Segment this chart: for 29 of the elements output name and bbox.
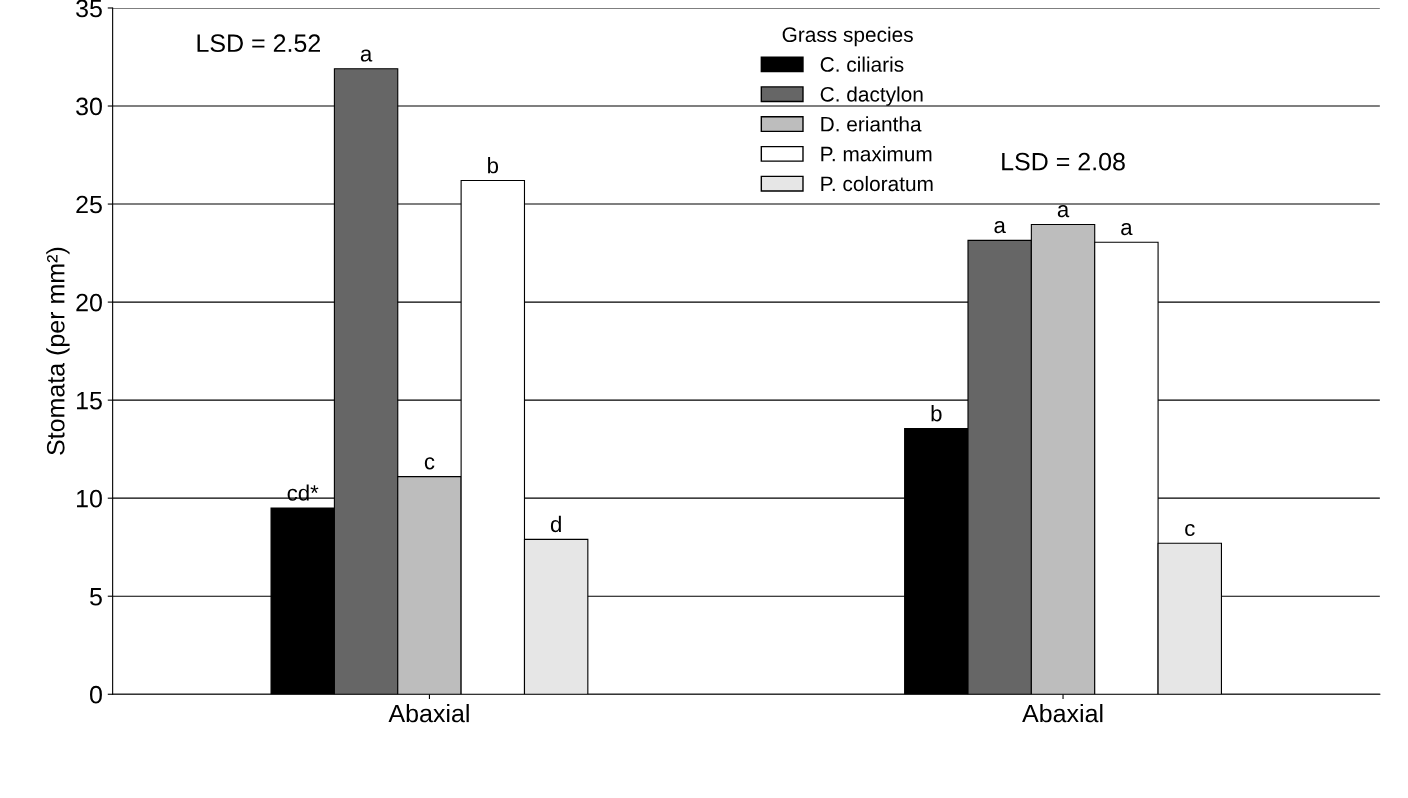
legend-title: Grass species: [782, 26, 913, 47]
annotation: LSD = 2.52: [197, 34, 321, 53]
data-label: a: [994, 220, 1006, 234]
data-label: a: [360, 49, 373, 62]
x-tick-label: Abaxial: [1022, 703, 1103, 723]
data-label: b: [488, 157, 499, 174]
data-label: a: [1057, 205, 1070, 218]
y-tick-label: 5: [90, 588, 102, 606]
data-label: b: [931, 405, 942, 422]
x-tick-label: Abaxial: [388, 703, 469, 723]
annotation: LSD = 2.08: [1002, 152, 1125, 171]
data-label: d: [550, 515, 561, 533]
y-tick-label: 20: [76, 293, 102, 312]
y-axis-title: Stomata (per mm²): [46, 247, 70, 455]
data-label: c: [1185, 523, 1195, 537]
data-label: cd*: [287, 484, 319, 501]
legend-label: C. dactylon: [820, 86, 923, 106]
y-tick-label: 10: [77, 489, 102, 508]
y-tick-label: 0: [89, 685, 102, 704]
y-tick-label: 15: [77, 392, 102, 410]
data-label: a: [1121, 222, 1133, 236]
y-tick-label: 25: [76, 195, 102, 214]
y-tick-label: 35: [76, 0, 102, 18]
legend-label: P. maximum: [821, 146, 932, 162]
legend-label: D. eriantha: [821, 116, 922, 132]
data-label: c: [424, 457, 435, 470]
y-tick-label: 30: [76, 97, 102, 116]
legend-label: C. ciliaris: [820, 56, 904, 72]
legend-label: P. coloratum: [821, 175, 933, 192]
